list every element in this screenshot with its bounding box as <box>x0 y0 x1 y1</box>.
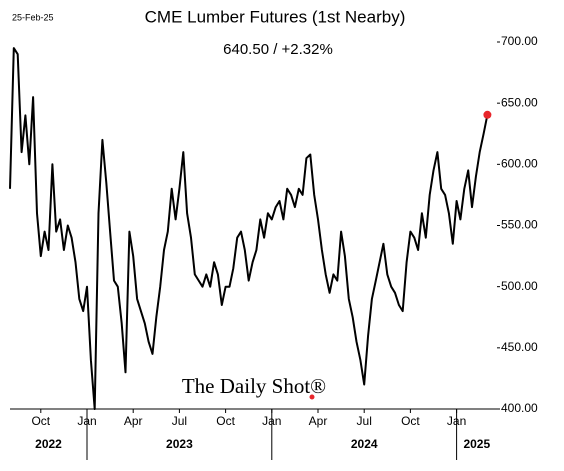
x-tick-label: Apr <box>309 414 328 428</box>
line-series <box>9 47 489 410</box>
y-tick-label: 600.00 <box>501 157 538 171</box>
chart-subtitle: 640.50 / +2.32% <box>223 41 333 58</box>
year-label: 2025 <box>463 437 490 451</box>
chart-title: CME Lumber Futures (1st Nearby) <box>145 7 406 26</box>
y-tick-label: 450.00 <box>501 340 538 354</box>
watermark-dot <box>309 394 315 400</box>
y-tick-label: 700.00 <box>501 34 538 48</box>
x-tick-label: Oct <box>216 414 235 428</box>
x-tick-label: Oct <box>401 414 420 428</box>
date-label: 25-Feb-25 <box>12 12 54 22</box>
last-point <box>483 110 492 119</box>
x-tick-label: Oct <box>31 414 50 428</box>
year-label: 2024 <box>351 437 378 451</box>
y-tick-label: 400.00 <box>501 401 538 415</box>
year-label: 2022 <box>35 437 62 451</box>
year-label: 2023 <box>166 437 193 451</box>
y-tick-label: 500.00 <box>501 279 538 293</box>
x-tick-label: Jul <box>357 414 372 428</box>
y-tick-label: 650.00 <box>501 95 538 109</box>
x-tick-label: Apr <box>124 414 143 428</box>
watermark: The Daily Shot® <box>182 374 326 398</box>
y-tick-label: 550.00 <box>501 218 538 232</box>
x-tick-label: Jul <box>172 414 187 428</box>
